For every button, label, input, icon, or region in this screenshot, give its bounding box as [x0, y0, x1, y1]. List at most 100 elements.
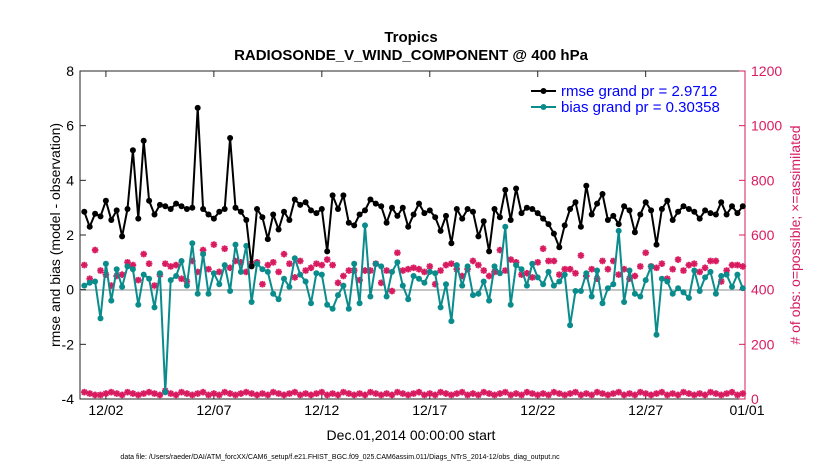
obs-assimilated-marker — [556, 390, 563, 397]
obs-marker-stroke — [594, 389, 601, 396]
bias-point — [264, 268, 271, 275]
rmse-point — [604, 217, 611, 223]
obs-assimilated-marker — [280, 391, 288, 399]
obs-marker-stroke — [162, 260, 169, 267]
rmse-series — [81, 104, 746, 270]
obs-possible-marker — [323, 256, 331, 263]
obs-assimilated-marker — [205, 391, 212, 399]
bias-point — [335, 292, 341, 299]
obs-assimilated-marker — [609, 390, 617, 397]
obs-possible-marker — [572, 269, 579, 277]
obs-marker-stroke — [302, 267, 309, 274]
obs-possible-marker — [302, 267, 309, 274]
obs-possible-marker — [653, 264, 660, 272]
obs-marker-stroke — [680, 267, 687, 274]
obs-assimilated-marker — [496, 390, 504, 397]
chart-title: Tropics — [384, 29, 437, 46]
bias-point — [248, 299, 255, 305]
rmse-point — [491, 206, 498, 212]
bias-point — [653, 331, 660, 338]
rmse-point — [421, 210, 428, 217]
obs-assimilated-marker — [140, 390, 147, 397]
obs-marker-stroke — [372, 390, 379, 397]
obs-marker-stroke — [729, 262, 736, 269]
y-right-tick-label: 600 — [751, 227, 775, 243]
bias-point — [561, 271, 568, 278]
obs-marker-stroke — [486, 272, 493, 280]
obs-marker-stroke — [280, 251, 288, 258]
bias-point — [254, 260, 260, 267]
y-left-tick-label: 8 — [66, 63, 74, 79]
bias-point — [729, 283, 735, 290]
bias-point — [486, 297, 493, 304]
obs-possible-marker — [221, 245, 228, 252]
rmse-point — [426, 207, 433, 214]
obs-assimilated-marker — [172, 391, 180, 399]
obs-possible-marker — [118, 271, 126, 278]
obs-possible-marker — [734, 261, 741, 269]
rmse-point — [205, 211, 212, 218]
obs-assimilated-marker — [690, 391, 698, 399]
rmse-point — [464, 206, 471, 212]
obs-assimilated-marker — [275, 390, 282, 397]
obs-marker-stroke — [496, 246, 503, 254]
obs-possible-marker — [399, 267, 407, 274]
obs-assimilated-marker — [523, 388, 531, 396]
obs-marker-stroke — [140, 251, 147, 258]
obs-marker-stroke — [475, 262, 482, 269]
obs-assimilated-marker — [615, 388, 622, 396]
rmse-point — [178, 203, 185, 210]
bias-point — [712, 290, 719, 297]
obs-marker-stroke — [264, 262, 271, 269]
obs-marker-stroke — [648, 391, 655, 398]
obs-marker-stroke — [426, 263, 433, 270]
obs-marker-stroke — [583, 390, 590, 397]
bias-point — [734, 271, 741, 278]
bias-point — [594, 267, 601, 274]
rmse-point — [194, 104, 201, 111]
y-right-tick-label: 1000 — [751, 118, 782, 134]
obs-assimilated-marker — [97, 391, 104, 399]
obs-marker-stroke — [669, 390, 676, 397]
bias-point — [291, 255, 298, 262]
rmse-point — [475, 233, 482, 240]
rmse-point — [518, 210, 525, 217]
obs-assimilated-marker — [577, 391, 585, 399]
obs-assimilated-marker — [215, 391, 223, 399]
obs-assimilated-marker — [572, 388, 579, 396]
rmse-point — [232, 204, 239, 211]
obs-assimilated-marker — [469, 390, 477, 397]
bias-point — [92, 278, 99, 285]
obs-assimilated-marker — [323, 391, 331, 399]
obs-marker-stroke — [599, 257, 606, 265]
bias-point — [545, 268, 552, 275]
obs-possible-marker — [210, 241, 218, 248]
obs-possible-marker — [334, 279, 342, 287]
obs-marker-stroke — [712, 257, 719, 265]
obs-marker-stroke — [135, 277, 142, 284]
obs-possible-marker — [485, 272, 493, 280]
obs-assimilated-marker — [313, 390, 320, 397]
bias-point — [556, 278, 563, 285]
rmse-point — [513, 185, 520, 192]
obs-marker-stroke — [502, 267, 509, 274]
rmse-point — [680, 203, 687, 210]
obs-marker-stroke — [437, 267, 444, 274]
bias-point — [588, 293, 595, 300]
obs-assimilated-marker — [221, 388, 228, 396]
obs-marker-stroke — [718, 391, 725, 398]
obs-assimilated-marker — [712, 390, 720, 397]
obs-marker-stroke — [275, 268, 282, 275]
bias-point — [356, 300, 363, 307]
rmse-point — [534, 210, 541, 217]
legend-bias-marker — [540, 104, 547, 110]
obs-marker-stroke — [540, 390, 547, 397]
obs-assimilated-marker — [674, 391, 682, 399]
obs-marker-stroke — [227, 390, 234, 397]
obs-marker-stroke — [307, 391, 315, 398]
obs-assimilated-marker — [626, 390, 633, 397]
obs-marker-stroke — [421, 268, 428, 275]
obs-marker-stroke — [658, 389, 665, 396]
obs-marker-stroke — [243, 389, 250, 396]
obs-marker-stroke — [232, 391, 239, 398]
